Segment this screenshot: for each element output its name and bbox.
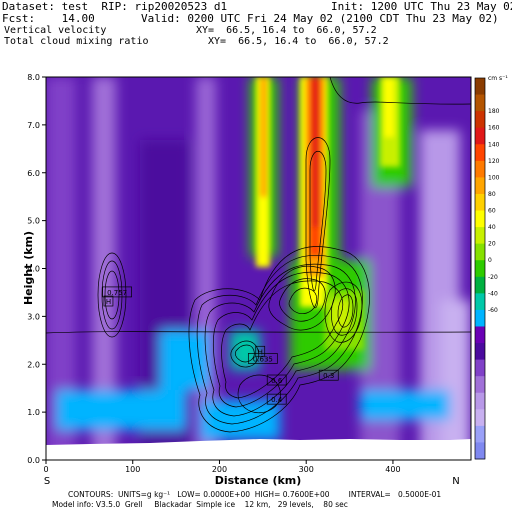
x-end-right: N xyxy=(452,476,459,487)
colorbar-label: -40 xyxy=(488,290,498,297)
y-tick-label: 8.0 xyxy=(27,73,40,82)
dataset-label: Dataset: test RIP: rip20020523 d1 xyxy=(2,0,228,13)
contour-label: 0.6 xyxy=(271,377,283,385)
contour-label-box xyxy=(266,374,287,386)
contour-label: H xyxy=(106,298,111,306)
colorbar-swatch xyxy=(475,144,485,162)
y-axis: 0.0 1.0 2.0 3.0 4.0 5.0 6.0 7.0 8.0 xyxy=(27,73,46,465)
y-tick-label: 5.0 xyxy=(27,217,40,226)
colorbar-swatch xyxy=(475,276,485,294)
contour-label-box xyxy=(247,353,278,364)
contour-label-box xyxy=(318,369,339,381)
contour-label-box xyxy=(102,286,132,298)
colorbar-swatch xyxy=(475,309,485,327)
colorbar-swatch xyxy=(475,293,485,311)
y-tick-label: 4.0 xyxy=(27,265,40,274)
x-tick-label: 300 xyxy=(299,465,314,474)
colorbar-swatch xyxy=(475,425,485,443)
cloud-mixing-contours xyxy=(46,77,471,433)
colorbar-label: 100 xyxy=(488,174,500,181)
x-tick-label: 0 xyxy=(43,465,48,474)
x-axis-title: Distance (km) xyxy=(215,474,302,487)
y-tick-label: 7.0 xyxy=(27,121,40,130)
colorbar-label: -20 xyxy=(488,274,498,281)
colorbar-swatch xyxy=(475,111,485,129)
y-tick-label: 3.0 xyxy=(27,312,40,321)
colorbar-label: 80 xyxy=(488,191,496,198)
contour-label: 0.757 xyxy=(107,289,127,297)
init-time: Init: 1200 UTC Thu 23 May 02 xyxy=(331,0,512,13)
colorbar-swatch xyxy=(475,127,485,145)
colorbar-label: 180 xyxy=(488,108,500,115)
colorbar-label: 0 xyxy=(488,257,492,264)
colorbar-label: 20 xyxy=(488,241,496,248)
colorbar-swatch xyxy=(475,409,485,427)
cross-section-endpoints-1: XY= 66.5, 16.4 to 66.0, 57.2 xyxy=(196,25,377,36)
y-tick-label: 6.0 xyxy=(27,169,40,178)
colorbar-swatch xyxy=(475,442,485,460)
colorbar-swatch xyxy=(475,78,485,96)
contour-label-box xyxy=(255,345,266,357)
colorbar-swatch xyxy=(475,392,485,410)
colorbar-swatch xyxy=(475,227,485,245)
colorbar-label: 120 xyxy=(488,158,500,165)
field-total-cloud: Total cloud mixing ratio xyxy=(4,36,149,47)
colorbar-unit: cm s⁻¹ xyxy=(488,75,508,82)
x-tick-label: 100 xyxy=(125,465,140,474)
colorbar-swatch xyxy=(475,260,485,278)
valid-time: Valid: 0200 UTC Fri 24 May 02 (2100 CDT … xyxy=(141,12,499,25)
field-vertical-velocity: Vertical velocity xyxy=(4,25,107,36)
colorbar-swatch xyxy=(475,193,485,212)
x-tick-label: 200 xyxy=(212,465,227,474)
colorbar-swatch xyxy=(475,376,485,394)
colorbar-label: 60 xyxy=(488,208,496,215)
y-tick-label: 0.0 xyxy=(27,456,40,465)
colorbar-swatch xyxy=(475,160,485,178)
forecast-hour: Fcst: 14.00 xyxy=(2,12,95,25)
model-info: Model info: V3.5.0 Grell Blackadar Simpl… xyxy=(52,500,348,509)
colorbar-swatch xyxy=(475,210,485,228)
colorbar-swatch xyxy=(475,177,485,195)
colorbar-swatch xyxy=(475,359,485,377)
colorbar-swatch xyxy=(475,326,485,344)
x-axis: 0 100 200 300 400 xyxy=(43,460,401,474)
y-tick-label: 2.0 xyxy=(27,360,40,369)
contour-label-box xyxy=(266,393,287,405)
colorbar-frame xyxy=(474,77,486,460)
colorbar-swatch xyxy=(475,243,485,261)
contour-label-box xyxy=(103,295,114,307)
contour-label: 0.635 xyxy=(253,355,273,363)
colorbar-swatch xyxy=(475,343,485,361)
contour-label: 0.3 xyxy=(323,372,334,380)
contour-label: 0.4 xyxy=(271,396,283,404)
x-tick-label: 400 xyxy=(385,465,400,474)
colorbar-label: 140 xyxy=(488,141,500,148)
contour-info: CONTOURS: UNITS=g kg⁻¹ LOW= 0.0000E+00 H… xyxy=(68,490,442,499)
contour-label: H xyxy=(258,348,263,356)
colorbar-label: -60 xyxy=(488,307,498,314)
colorbar-label: 160 xyxy=(488,125,500,132)
colorbar-label: 40 xyxy=(488,224,496,231)
x-end-left: S xyxy=(44,476,50,487)
cross-section-endpoints-2: XY= 66.5, 16.4 to 66.0, 57.2 xyxy=(208,36,389,47)
vertical-velocity-field xyxy=(46,77,471,460)
colorbar: 180 160 140 120 100 80 60 40 20 0 -20 -40 -60 xyxy=(474,77,500,460)
colorbar-swatch xyxy=(475,94,485,112)
y-tick-label: 1.0 xyxy=(27,408,40,417)
y-axis-title: Height (km) xyxy=(22,231,35,305)
